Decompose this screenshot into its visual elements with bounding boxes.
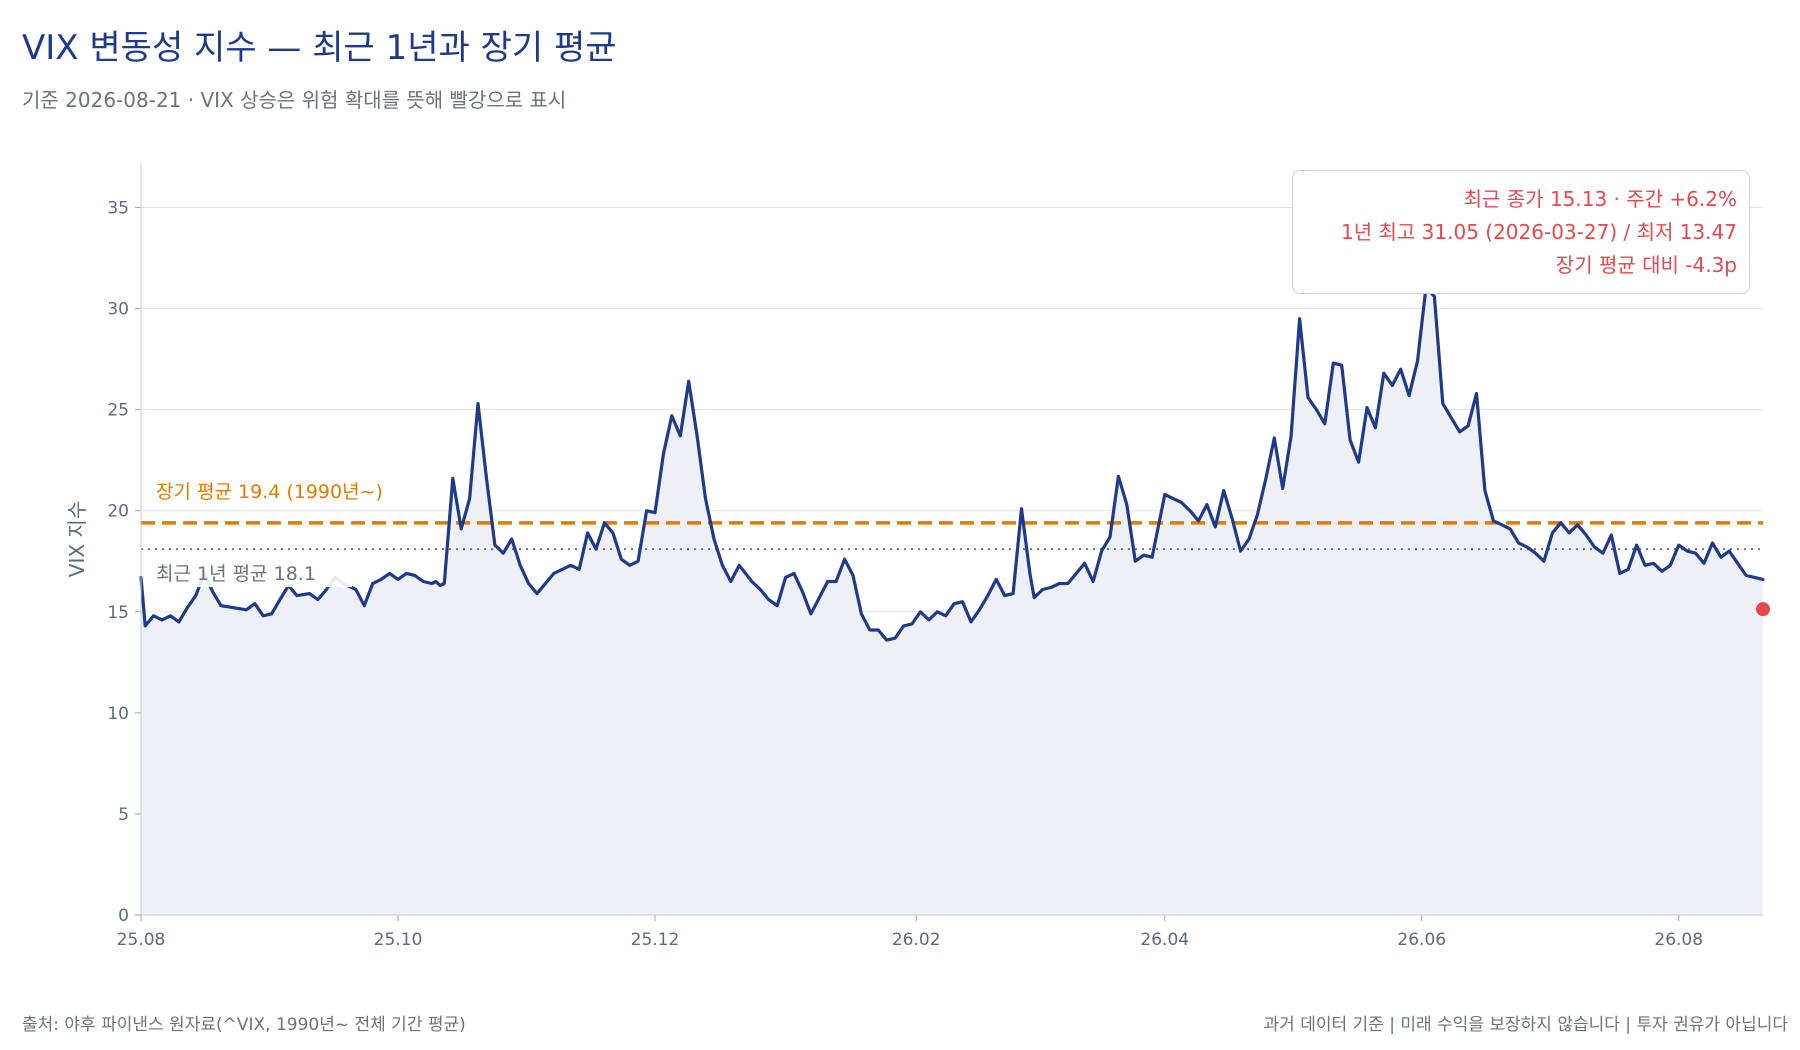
area-fill-layer bbox=[141, 287, 1763, 915]
last-value-point bbox=[1756, 602, 1770, 617]
summary-info-box: 최근 종가 15.13 · 주간 +6.2% 1년 최고 31.05 (2026… bbox=[1292, 170, 1750, 294]
one-year-average-label-bg bbox=[146, 557, 352, 588]
y-tick-label: 15 bbox=[107, 603, 129, 623]
area-fill bbox=[141, 287, 1763, 915]
y-tick-label: 5 bbox=[118, 805, 129, 825]
info-vs-long-average: 장기 평균 대비 -4.3p bbox=[1555, 253, 1737, 277]
y-tick-label: 30 bbox=[107, 300, 129, 320]
x-tick-label: 26.04 bbox=[1140, 930, 1189, 950]
y-tick-label: 20 bbox=[107, 502, 129, 522]
long-average-label-bg bbox=[146, 474, 416, 505]
y-axis-title: VIX 지수 bbox=[65, 501, 89, 577]
info-latest-close: 최근 종가 15.13 · 주간 +6.2% bbox=[1463, 187, 1737, 211]
long-average-label: 장기 평균 19.4 (1990년~) bbox=[156, 481, 383, 503]
series-line-layer bbox=[139, 285, 1770, 642]
info-year-high-low: 1년 최고 31.05 (2026-03-27) / 최저 13.47 bbox=[1341, 220, 1737, 244]
reference-labels: 장기 평균 19.4 (1990년~) 최근 1년 평균 18.1 bbox=[146, 474, 416, 588]
reference-lines bbox=[141, 521, 1763, 551]
y-tick-label: 35 bbox=[107, 198, 129, 218]
y-tick-label: 10 bbox=[107, 704, 129, 724]
vix-series-line bbox=[139, 285, 1765, 642]
y-tick-label: 25 bbox=[107, 401, 129, 421]
x-tick-label: 25.08 bbox=[117, 930, 166, 950]
disclaimer-note: 과거 데이터 기준 | 미래 수익을 보장하지 않습니다 | 투자 권유가 아닙… bbox=[1263, 1015, 1788, 1035]
x-tick-label: 25.12 bbox=[631, 930, 680, 950]
one-year-average-label: 최근 1년 평균 18.1 bbox=[156, 563, 316, 585]
page-title: VIX 변동성 지수 — 최근 1년과 장기 평균 bbox=[22, 28, 617, 68]
source-note: 출처: 야후 파이낸스 원자료(^VIX, 1990년~ 전체 기간 평균) bbox=[22, 1015, 466, 1035]
x-tick-label: 25.10 bbox=[374, 930, 423, 950]
y-tick-label: 0 bbox=[118, 906, 129, 926]
x-tick-label: 26.06 bbox=[1397, 930, 1446, 950]
axes: 0 5 10 15 20 25 30 35 25.08 25.10 25.12 26.02 26.04 2… bbox=[65, 163, 1763, 950]
x-tick-label: 26.08 bbox=[1654, 930, 1703, 950]
page-subtitle: 기준 2026-08-21 · VIX 상승은 위험 확대를 뜻해 빨강으로 표… bbox=[22, 88, 567, 112]
x-tick-label: 26.02 bbox=[892, 930, 941, 950]
